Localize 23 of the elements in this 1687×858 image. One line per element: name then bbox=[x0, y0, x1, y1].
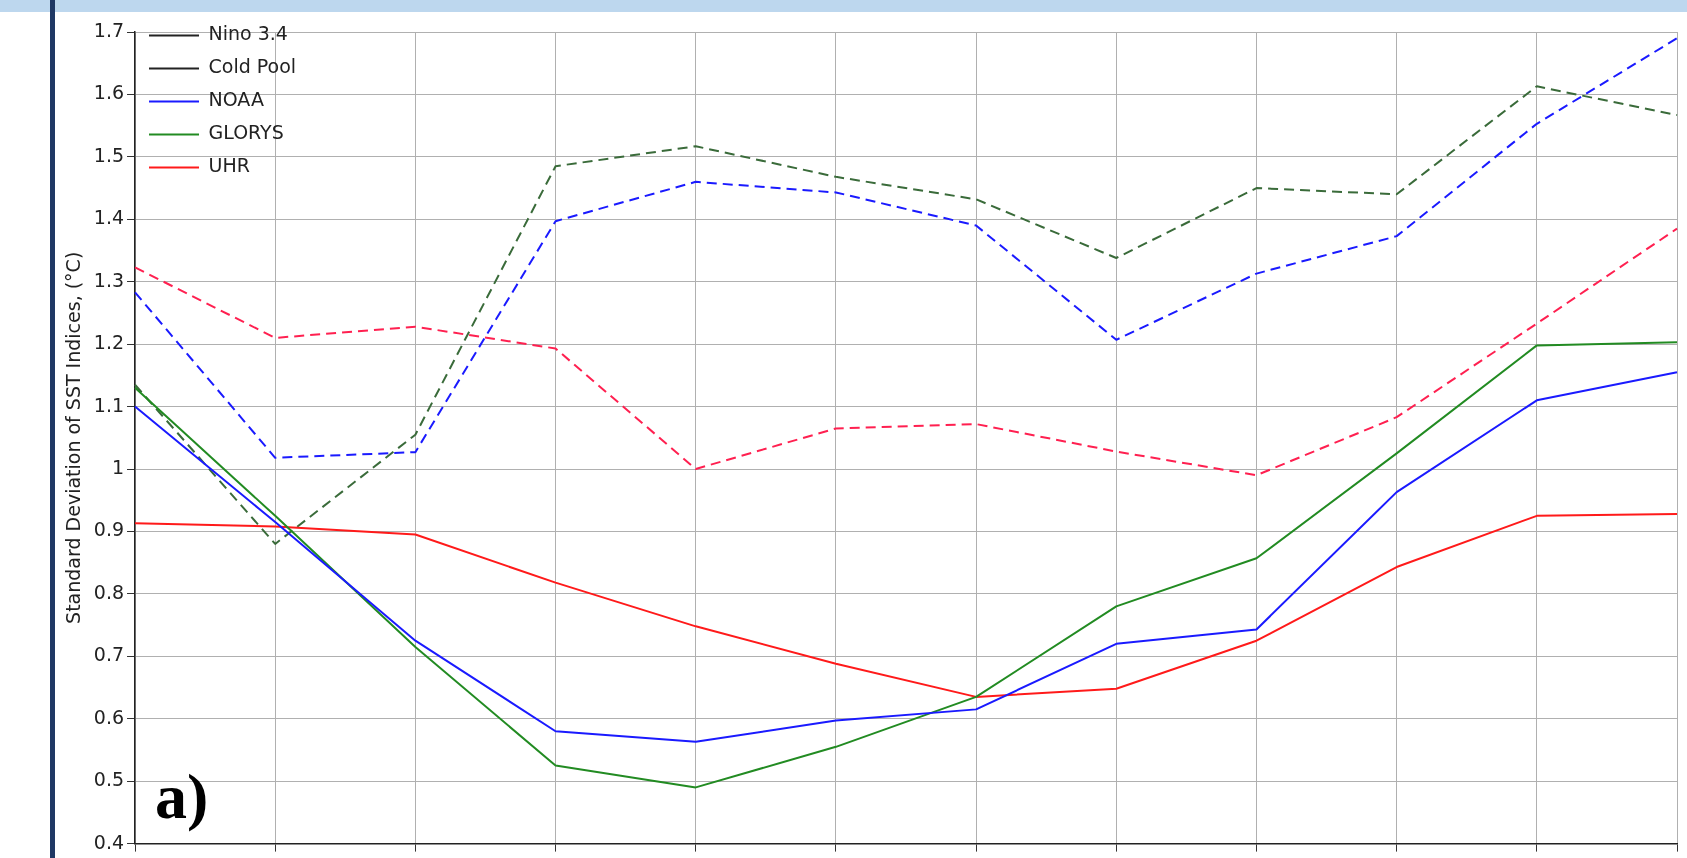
y-tick-label: 1.2 bbox=[93, 331, 125, 354]
y-tick-label: 1 bbox=[111, 455, 125, 478]
legend-label: Cold Pool bbox=[208, 55, 297, 78]
line-series bbox=[134, 85, 1678, 545]
legend-label: GLORYS bbox=[208, 121, 284, 144]
y-tick-label: 1.5 bbox=[93, 143, 125, 166]
y-tick-label: 0.4 bbox=[93, 830, 125, 853]
y-tick-label: 1.6 bbox=[93, 81, 125, 104]
y-axis-title: Standard Deviation of SST Indices, (°C) bbox=[62, 251, 85, 624]
y-tick-label: 0.7 bbox=[93, 643, 125, 666]
annotation: a) bbox=[155, 761, 209, 833]
y-tick-label: 0.5 bbox=[93, 768, 125, 791]
y-tick-label: 1.7 bbox=[93, 18, 125, 41]
y-tick-label: 0.6 bbox=[93, 705, 125, 728]
line-series bbox=[134, 227, 1678, 477]
y-tick-label: 0.9 bbox=[93, 518, 125, 541]
y-tick-label: 0.8 bbox=[93, 580, 125, 603]
legend-label: UHR bbox=[208, 154, 250, 177]
legend-label: Nino 3.4 bbox=[208, 22, 288, 45]
y-tick-label: 1.4 bbox=[93, 206, 125, 229]
legend-label: NOAA bbox=[208, 88, 264, 111]
y-tick-label: 1.1 bbox=[93, 393, 125, 416]
y-tick-label: 1.3 bbox=[93, 268, 125, 291]
